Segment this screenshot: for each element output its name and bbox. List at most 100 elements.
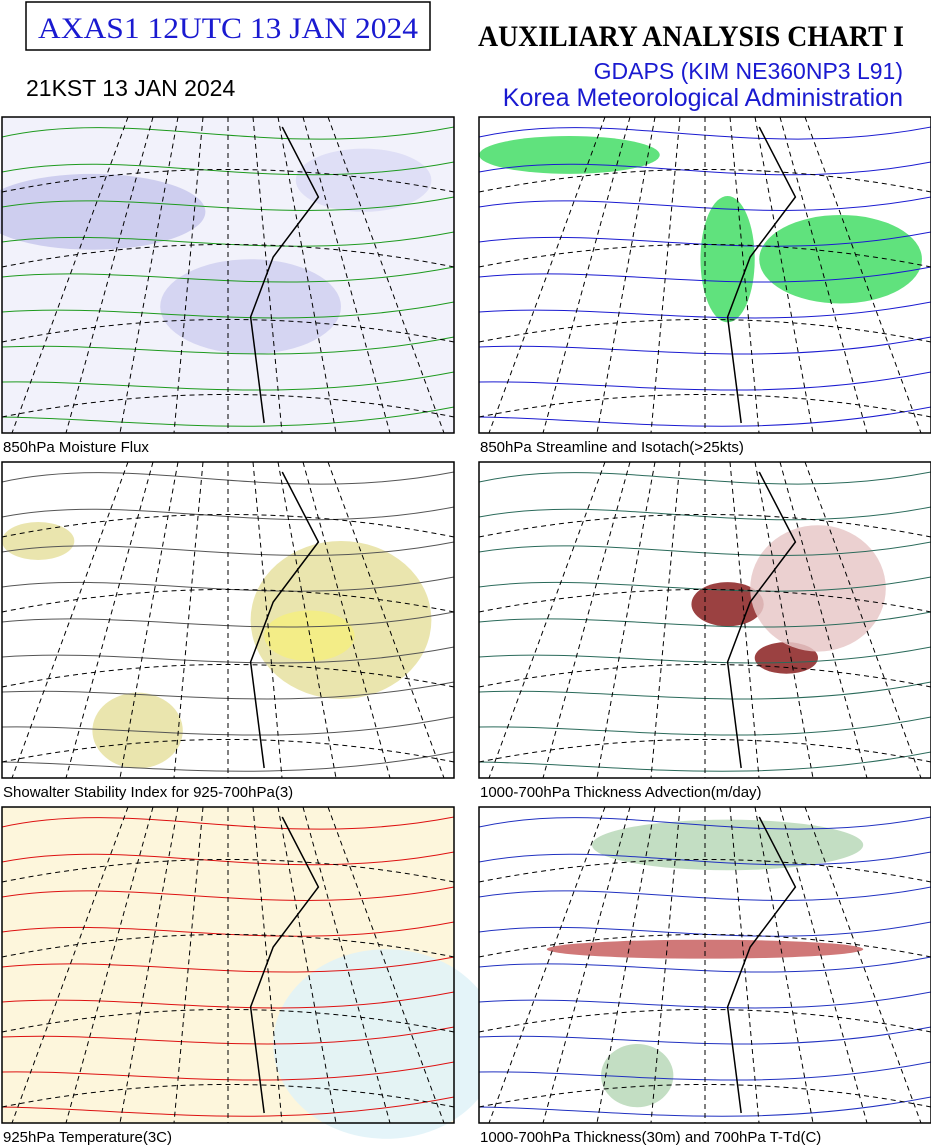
longitude-line bbox=[327, 116, 445, 434]
contour-line bbox=[478, 1061, 931, 1081]
contour-line bbox=[1, 506, 455, 521]
contour-line bbox=[1, 681, 455, 700]
contour-line bbox=[1, 991, 455, 1009]
contour-line bbox=[1, 336, 455, 355]
contour-line bbox=[1, 1061, 455, 1081]
longitude-line bbox=[252, 461, 283, 779]
panel-caption: Showalter Stability Index for 925-700hPa… bbox=[3, 784, 293, 801]
local-time: 21KST 13 JAN 2024 bbox=[26, 75, 235, 101]
shaded-area bbox=[160, 259, 341, 354]
contour-line bbox=[478, 1026, 931, 1045]
contour-line bbox=[478, 371, 931, 391]
shaded-area bbox=[273, 949, 500, 1139]
shaded-area bbox=[754, 642, 818, 674]
contour-line bbox=[478, 301, 931, 319]
contour-line bbox=[1, 1096, 455, 1117]
longitude-line bbox=[650, 806, 681, 1124]
contour-line bbox=[478, 336, 931, 355]
map-panel: Showalter Stability Index for 925-700hPa… bbox=[1, 461, 455, 801]
panels: 850hPa Moisture Flux 850hPa Streamline an… bbox=[0, 116, 931, 1145]
latitude-line bbox=[478, 1084, 931, 1108]
longitude-line bbox=[65, 116, 154, 434]
shaded-area bbox=[592, 819, 864, 871]
longitude-line bbox=[252, 806, 283, 1124]
longitude-line bbox=[302, 116, 391, 434]
coastline bbox=[249, 126, 320, 424]
coastline bbox=[249, 471, 320, 769]
longitude-line bbox=[327, 461, 445, 779]
longitude-line bbox=[779, 116, 868, 434]
longitude-line bbox=[65, 461, 154, 779]
contour-line bbox=[1, 646, 455, 664]
coastline bbox=[726, 816, 797, 1114]
longitude-line bbox=[252, 116, 283, 434]
contour-line bbox=[1, 956, 455, 973]
latitude-line bbox=[1, 1084, 455, 1108]
map-frame bbox=[478, 806, 931, 1124]
shaded-area bbox=[479, 135, 660, 174]
box-title: AXAS1 12UTC 13 JAN 2024 bbox=[38, 12, 418, 45]
map-panel: 850hPa Moisture Flux bbox=[0, 116, 455, 456]
longitude-line bbox=[542, 806, 631, 1124]
contour-line bbox=[1, 886, 455, 901]
latitude-line bbox=[1, 514, 455, 538]
contour-line bbox=[478, 576, 931, 592]
coastline bbox=[249, 816, 320, 1114]
contour-line bbox=[478, 751, 931, 772]
latitude-line bbox=[1, 394, 455, 418]
map-frame bbox=[478, 461, 931, 779]
contour-line bbox=[478, 716, 931, 736]
longitude-line bbox=[65, 806, 154, 1124]
coastline bbox=[726, 126, 797, 424]
latitude-line bbox=[478, 169, 931, 193]
contour-line bbox=[1, 471, 455, 485]
longitude-line bbox=[729, 461, 760, 779]
latitude-line bbox=[478, 394, 931, 418]
longitude-line bbox=[650, 116, 681, 434]
panel-caption: 850hPa Streamline and Isotach(>25kts) bbox=[480, 439, 744, 456]
contour-line bbox=[1, 196, 455, 211]
longitude-line bbox=[779, 461, 868, 779]
panel-caption: 1000-700hPa Thickness Advection(m/day) bbox=[480, 784, 762, 801]
map-panel: 850hPa Streamline and Isotach(>25kts) bbox=[478, 116, 931, 456]
longitude-line bbox=[11, 116, 129, 434]
latitude-line bbox=[478, 859, 931, 883]
shaded-area bbox=[601, 1044, 674, 1108]
contour-line bbox=[478, 231, 931, 247]
shaded-area bbox=[546, 939, 864, 959]
contour-line bbox=[478, 991, 931, 1009]
longitude-line bbox=[729, 116, 760, 434]
longitude-line bbox=[542, 461, 631, 779]
longitude-line bbox=[542, 116, 631, 434]
shaded-area bbox=[295, 148, 432, 212]
longitude-line bbox=[11, 806, 129, 1124]
contour-line bbox=[478, 266, 931, 283]
latitude-line bbox=[1, 739, 455, 763]
latitude-line bbox=[1, 169, 455, 193]
map-frame bbox=[478, 116, 931, 434]
longitude-line bbox=[729, 806, 760, 1124]
contour-line bbox=[1, 851, 455, 866]
contour-line bbox=[1, 406, 455, 427]
map-panel: 1000-700hPa Thickness Advection(m/day) bbox=[478, 461, 931, 801]
contour-line bbox=[478, 161, 931, 176]
shaded-area bbox=[92, 692, 183, 769]
contour-line bbox=[478, 816, 931, 830]
contour-line bbox=[1, 231, 455, 247]
longitude-line bbox=[488, 116, 606, 434]
panel-caption: 850hPa Moisture Flux bbox=[3, 439, 149, 456]
contour-line bbox=[478, 646, 931, 664]
longitude-line bbox=[779, 806, 868, 1124]
contour-line bbox=[1, 266, 455, 283]
contour-line bbox=[478, 506, 931, 521]
contour-line bbox=[478, 681, 931, 700]
latitude-line bbox=[478, 514, 931, 538]
shaded-area bbox=[759, 214, 922, 304]
map-frame bbox=[1, 461, 455, 779]
shaded-area bbox=[2, 522, 75, 560]
contour-line bbox=[1, 371, 455, 391]
contour-line bbox=[478, 126, 931, 140]
contour-line bbox=[478, 921, 931, 937]
contour-line bbox=[478, 1096, 931, 1117]
longitude-line bbox=[804, 116, 922, 434]
